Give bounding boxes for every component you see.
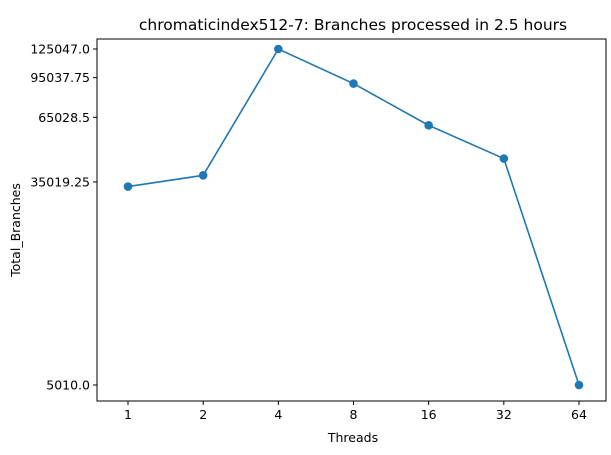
data-point: [499, 154, 509, 163]
y-tick-label: 65028.5: [38, 110, 90, 125]
y-axis-label: Total_Branches: [8, 183, 23, 278]
x-tick-label: 4: [274, 407, 282, 422]
chart-title: chromaticindex512-7: Branches processed …: [139, 16, 567, 34]
x-tick-label: 2: [199, 407, 207, 422]
x-axis-label: Threads: [327, 430, 378, 445]
x-tick-label: 1: [124, 407, 132, 422]
data-point: [274, 44, 283, 54]
series-line: [127, 47, 580, 386]
data-point: [349, 79, 358, 88]
plot-frame: [96, 38, 607, 402]
data-point: [574, 380, 584, 390]
y-tick-label: 125047.0: [30, 42, 90, 57]
x-tick-label: 16: [421, 407, 437, 422]
data-point: [198, 171, 208, 180]
x-tick-label: 8: [350, 407, 358, 422]
data-point: [424, 121, 433, 130]
plot-area: 1 2 4 8 16 32 64 5010.0 35019.25 65028.5 95037.75 1…: [30, 42, 587, 423]
y-tick-label: 95037.75: [30, 70, 90, 85]
data-point: [123, 182, 133, 191]
x-tick-label: 32: [496, 407, 512, 422]
y-tick-label: 35019.25: [30, 174, 90, 189]
x-tick-label: 64: [571, 407, 587, 422]
y-tick-label: 5010.0: [46, 378, 90, 393]
